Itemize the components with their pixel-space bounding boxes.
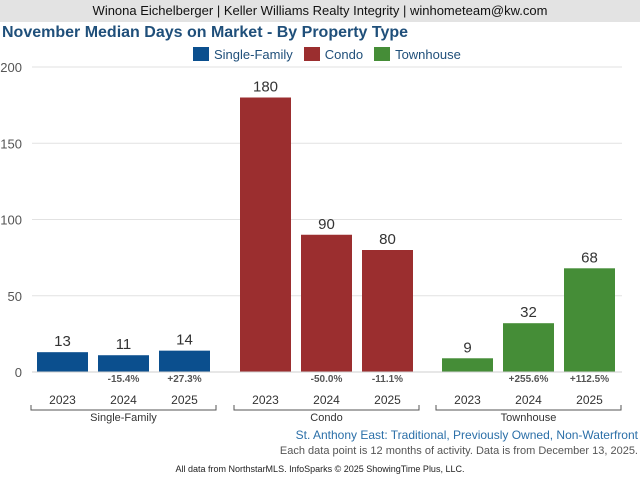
bar-value-label: 180 [253,79,278,96]
data-note: Each data point is 12 months of activity… [279,445,638,457]
bar-value-label: 11 [116,336,132,353]
bar-single-family-2023 [37,352,88,372]
chart-title: November Median Days on Market - By Prop… [2,24,409,41]
legend-label-condo: Condo [324,46,364,62]
group-bracket-single-family [30,405,217,411]
x-tick-label: 2024 [515,393,542,407]
x-tick-label: 2025 [171,393,198,407]
bar-townhouse-2024 [503,323,554,372]
group-label-townhouse: Townhouse [501,412,557,424]
chart-subtitle: St. Anthony East: Traditional, Previousl… [295,428,638,442]
footer-credit: All data from NorthstarMLS. InfoSparks ©… [175,464,465,474]
legend-item-condo[interactable]: Condo [303,46,364,62]
x-tick-label: 2023 [454,393,481,407]
agent-banner: Winona Eichelberger | Keller Williams Re… [0,0,640,22]
bar-value-label: 68 [581,249,598,266]
bar-single-family-2024 [98,355,149,372]
group-label-condo: Condo [310,412,342,424]
change-label: -11.1% [372,374,403,385]
bar-value-label: 90 [318,216,335,233]
bar-value-label: 14 [176,332,193,349]
y-tick-label: 50 [8,289,22,304]
x-tick-label: 2025 [576,393,603,407]
bar-condo-2023 [240,97,291,372]
bar-value-label: 9 [463,339,471,356]
legend-swatch-townhouse [374,47,391,61]
bar-condo-2024 [301,234,352,372]
bar-value-label: 80 [379,231,396,248]
x-tick-label: 2024 [313,393,340,407]
group-bracket-condo [233,405,420,411]
bar-townhouse-2023 [442,358,493,372]
legend-swatch-condo [303,47,320,61]
change-label: -15.4% [108,374,140,385]
x-tick-label: 2023 [49,393,76,407]
y-tick-label: 150 [0,136,22,151]
bar-value-label: 32 [520,304,537,321]
bar-townhouse-2025 [564,268,615,372]
legend-label-single-family: Single-Family [214,46,293,62]
legend-swatch-single-family [193,47,209,61]
y-tick-label: 0 [15,365,22,380]
legend: Single-Family Condo Townhouse [193,46,472,62]
legend-item-townhouse[interactable]: Townhouse [374,47,461,62]
change-label: +112.5% [570,374,609,385]
group-bracket-townhouse [435,405,622,411]
bar-value-label: 13 [54,333,71,350]
y-tick-label: 200 [0,60,22,75]
x-tick-label: 2024 [110,393,137,407]
x-tick-label: 2023 [252,393,279,407]
y-tick-label: 100 [0,213,22,228]
bar-condo-2025 [362,250,413,372]
legend-item-single-family[interactable]: Single-Family [193,47,293,62]
change-label: +27.3% [167,374,201,385]
change-label: +255.6% [509,374,549,385]
change-label: -50.0% [311,374,343,385]
legend-label-townhouse: Townhouse [395,46,461,62]
bar-single-family-2025 [159,350,210,372]
x-tick-label: 2025 [374,393,401,407]
group-label-single-family: Single-Family [90,412,157,424]
